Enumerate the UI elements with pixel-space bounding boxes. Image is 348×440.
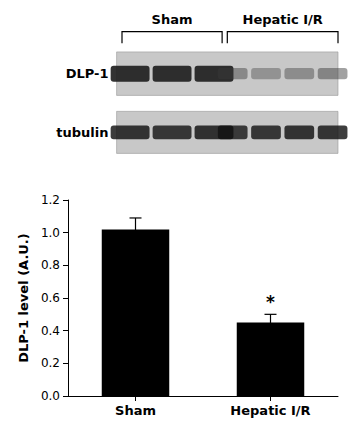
svg-text:Hepatic I/R: Hepatic I/R — [230, 403, 310, 418]
svg-text:0.0: 0.0 — [41, 389, 60, 403]
svg-text:0.4: 0.4 — [41, 324, 60, 338]
svg-text:tubulin: tubulin — [56, 125, 108, 140]
svg-text:1.0: 1.0 — [41, 226, 60, 240]
svg-text:DLP-1 level (A.U.): DLP-1 level (A.U.) — [16, 233, 31, 363]
svg-text:DLP-1: DLP-1 — [66, 66, 109, 81]
svg-text:Hepatic I/R: Hepatic I/R — [243, 12, 323, 27]
svg-text:0.6: 0.6 — [41, 291, 60, 305]
svg-text:Sham: Sham — [152, 12, 193, 27]
svg-text:0.2: 0.2 — [41, 356, 60, 370]
svg-text:1.2: 1.2 — [41, 193, 60, 207]
svg-text:Sham: Sham — [115, 403, 156, 418]
svg-text:*: * — [266, 292, 275, 312]
svg-text:0.8: 0.8 — [41, 258, 60, 272]
